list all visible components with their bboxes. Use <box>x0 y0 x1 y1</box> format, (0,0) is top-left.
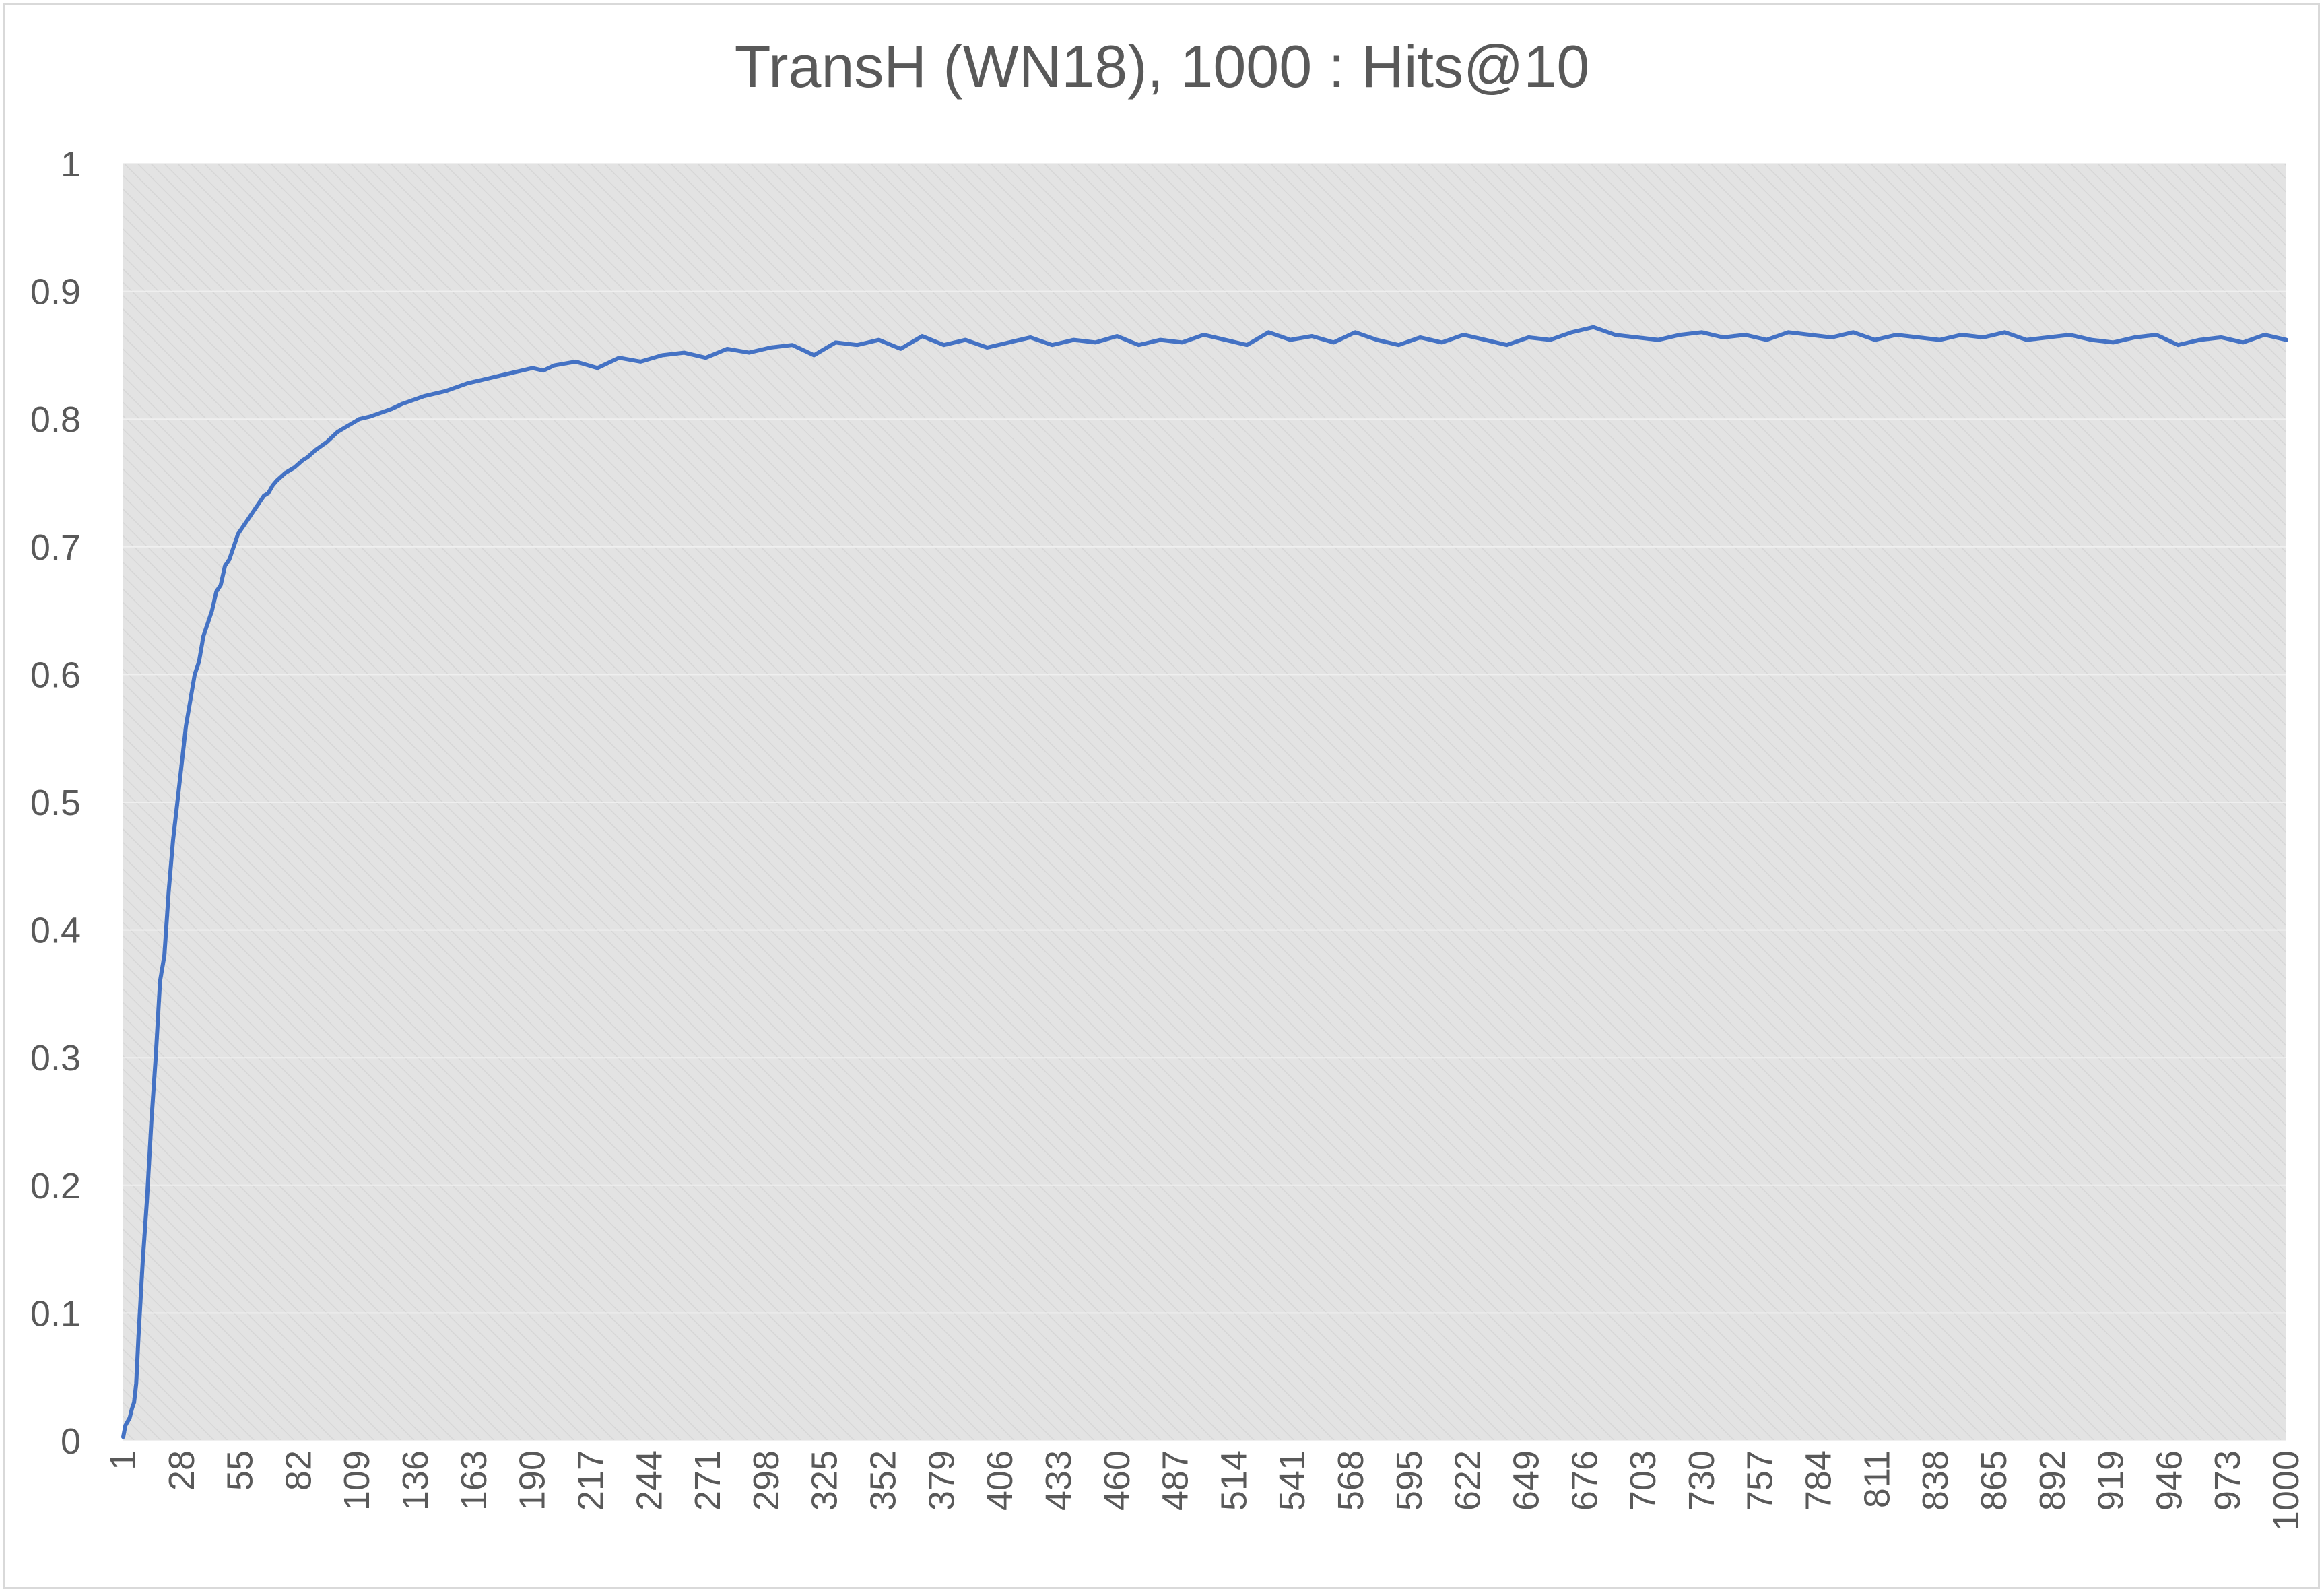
x-tick-label: 514 <box>1214 1450 1254 1511</box>
y-tick-label: 1 <box>61 144 81 185</box>
gridlines <box>123 163 2286 1441</box>
x-tick-label: 487 <box>1156 1450 1196 1511</box>
y-tick-label: 0.5 <box>30 783 81 823</box>
x-tick-label: 379 <box>921 1450 962 1511</box>
x-tick-label: 1000 <box>2266 1450 2306 1531</box>
x-tick-label: 946 <box>2149 1450 2189 1511</box>
x-tick-label: 730 <box>1682 1450 1722 1511</box>
x-tick-label: 433 <box>1038 1450 1079 1511</box>
x-tick-label: 568 <box>1331 1450 1371 1511</box>
x-tick-label: 703 <box>1623 1450 1663 1511</box>
y-tick-label: 0.7 <box>30 527 81 568</box>
x-tick-label: 190 <box>512 1450 553 1511</box>
y-tick-label: 0.9 <box>30 272 81 313</box>
x-tick-label: 406 <box>980 1450 1020 1511</box>
x-tick-label: 163 <box>454 1450 494 1511</box>
x-tick-label: 109 <box>337 1450 377 1511</box>
x-tick-label: 352 <box>863 1450 904 1511</box>
x-tick-label: 973 <box>2207 1450 2248 1511</box>
x-tick-label: 649 <box>1506 1450 1546 1511</box>
y-axis: 0 0.1 0.2 0.3 0.4 0.5 0.6 0.7 0.8 0.9 1 <box>30 144 81 1462</box>
x-tick-label: 136 <box>395 1450 436 1511</box>
x-tick-label: 838 <box>1915 1450 1956 1511</box>
x-tick-label: 244 <box>629 1450 669 1511</box>
x-tick-label: 460 <box>1097 1450 1137 1511</box>
x-tick-label: 541 <box>1272 1450 1313 1511</box>
x-tick-label: 325 <box>805 1450 845 1511</box>
x-tick-label: 595 <box>1389 1450 1430 1511</box>
x-axis: 1 28 55 82 109 136 163 190 217 244 271 298 325 352 379… <box>103 1450 2306 1531</box>
x-tick-label: 82 <box>278 1450 319 1491</box>
y-tick-label: 0.1 <box>30 1293 81 1334</box>
y-tick-label: 0.4 <box>30 911 81 951</box>
y-tick-label: 0.2 <box>30 1166 81 1206</box>
x-tick-label: 1 <box>103 1450 143 1470</box>
y-tick-label: 0.6 <box>30 655 81 695</box>
x-tick-label: 865 <box>1974 1450 2014 1511</box>
x-tick-label: 217 <box>570 1450 611 1511</box>
y-tick-label: 0.3 <box>30 1038 81 1078</box>
chart-title: TransH (WN18), 1000 : Hits@10 <box>734 33 1590 100</box>
x-tick-label: 811 <box>1857 1450 1897 1508</box>
x-tick-label: 271 <box>688 1450 728 1511</box>
x-tick-label: 919 <box>2091 1450 2131 1511</box>
x-tick-label: 622 <box>1448 1450 1488 1511</box>
x-tick-label: 676 <box>1564 1450 1605 1511</box>
x-tick-label: 28 <box>162 1450 202 1491</box>
x-tick-label: 757 <box>1740 1450 1781 1511</box>
y-tick-label: 0 <box>61 1421 81 1462</box>
y-tick-label: 0.8 <box>30 399 81 440</box>
x-tick-label: 784 <box>1799 1450 1839 1511</box>
series-line <box>121 325 2288 1439</box>
x-tick-label: 55 <box>220 1450 261 1491</box>
x-tick-label: 892 <box>2032 1450 2073 1511</box>
x-tick-label: 298 <box>746 1450 787 1511</box>
